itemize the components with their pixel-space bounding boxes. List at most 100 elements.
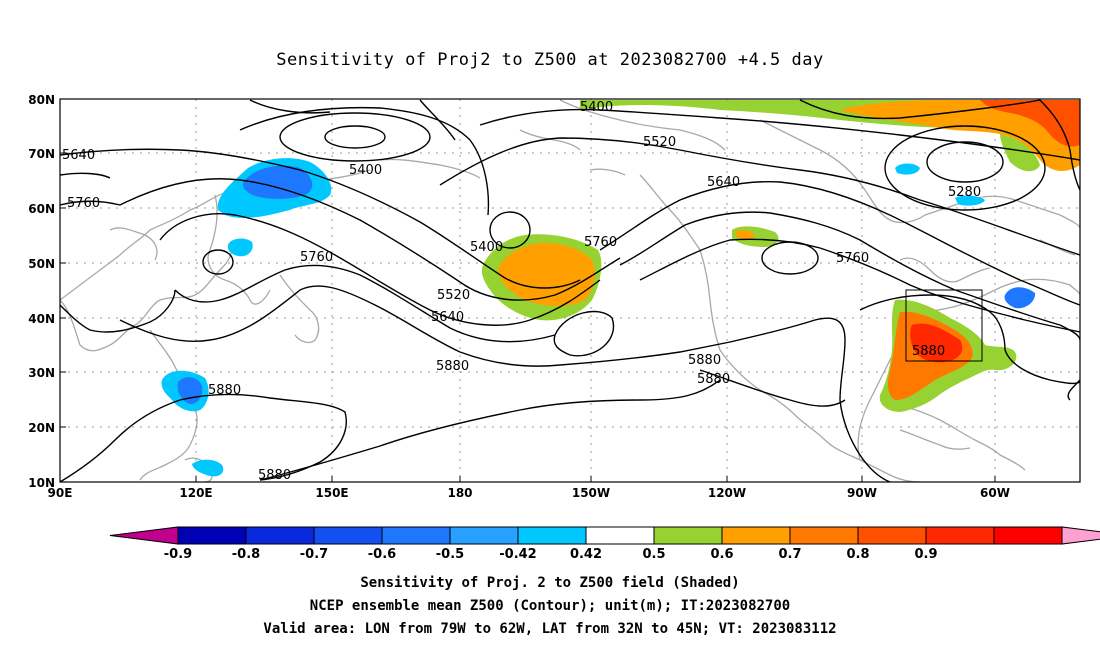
colorbar-label: 0.8: [846, 547, 869, 562]
lon-axis: 90E 120E 150E 180 150W 120W 90W 60W: [48, 476, 1010, 500]
colorbar-label: 0.9: [914, 547, 937, 562]
colorbar-box: [925, 526, 995, 545]
colorbar-label: -0.5: [436, 547, 464, 562]
lon-tick-label: 120W: [708, 486, 746, 500]
contour-label: 5400: [470, 240, 503, 255]
colorbar-box: [517, 526, 587, 545]
shaded-positive-region: [980, 100, 1080, 147]
colorbar-label: 0.7: [778, 547, 801, 562]
caption-shaded: Sensitivity of Proj. 2 to Z500 field (Sh…: [360, 575, 740, 591]
contour-label: 5880: [912, 344, 945, 359]
contour-line: [60, 148, 581, 289]
contour-line: [859, 294, 1080, 385]
contour-line: [729, 317, 891, 482]
lon-tick-label: 60W: [980, 486, 1010, 500]
contour-label: 5760: [300, 250, 333, 265]
lat-tick-label: 40N: [28, 312, 55, 326]
colorbar-end-cap: [1061, 526, 1100, 545]
contour-labels: 5400 5520 5640 5280 5640 5760 5400 5760 …: [62, 100, 981, 483]
shaded-negative-region: [243, 165, 313, 199]
contour-label: 5760: [584, 235, 617, 250]
contour-line: [60, 172, 111, 179]
contour-line: [1067, 379, 1080, 401]
map-frame: [59, 98, 1081, 483]
contour-label: 5880: [436, 359, 469, 374]
lat-tick-label: 10N: [28, 476, 55, 490]
valid-area-box: [905, 289, 983, 362]
colorbar-box: [245, 526, 315, 545]
lon-tick-label: 120E: [179, 486, 212, 500]
contour-line: [174, 264, 556, 343]
colorbar-box: [313, 526, 383, 545]
shaded-positive-region: [910, 323, 963, 363]
colorbar-box: [177, 526, 247, 545]
colorbar-label: 0.42: [570, 547, 602, 562]
contour-line: [60, 289, 176, 333]
contour-label: 5640: [707, 175, 740, 190]
contour-line: [324, 125, 386, 149]
lat-tick-label: 60N: [28, 202, 55, 216]
contour-label: 5400: [349, 163, 382, 178]
contour-line: [639, 238, 1080, 333]
shaded-sensitivity: [161, 100, 1080, 477]
shaded-negative-region: [227, 238, 253, 257]
contour-line: [599, 180, 1080, 306]
contour-line: [60, 200, 121, 206]
lon-tick-label: 90W: [847, 486, 877, 500]
contour-label: 5880: [208, 383, 241, 398]
z500-contours: [60, 99, 1080, 482]
contour-line: [619, 211, 1080, 341]
map-plot-area: 5400 5520 5640 5280 5640 5760 5400 5760 …: [60, 99, 1080, 483]
contour-line: [479, 108, 1080, 161]
contour-line: [119, 178, 621, 301]
contour-label: 5280: [948, 185, 981, 200]
caption-contour: NCEP ensemble mean Z500 (Contour); unit(…: [309, 598, 791, 614]
lon-tick-label: 150E: [315, 486, 348, 500]
colorbar: -0.9 -0.8 -0.7 -0.6 -0.5 -0.42 0.42 0.5 0.6 0.7 0.…: [109, 526, 1100, 562]
contour-line: [119, 285, 561, 367]
contour-label: 5760: [67, 196, 100, 211]
colorbar-box: [585, 526, 655, 545]
contour-line: [884, 125, 1046, 211]
caption-valid-area: Valid area: LON from 79W to 62W, LAT fro…: [263, 621, 837, 637]
contour-line: [1039, 99, 1080, 191]
shaded-positive-region: [498, 242, 595, 306]
contour-line: [239, 106, 490, 216]
colorbar-box: [449, 526, 519, 545]
contour-label: 5760: [836, 251, 869, 266]
contour-line: [559, 341, 731, 366]
lat-tick-label: 50N: [28, 257, 55, 271]
contour-line: [279, 112, 431, 162]
contour-label: 5880: [697, 372, 730, 387]
lat-tick-label: 30N: [28, 366, 55, 380]
contour-line: [60, 393, 347, 482]
shaded-negative-region: [955, 195, 985, 206]
contour-label: 5880: [258, 468, 291, 483]
lat-tick-label: 70N: [28, 147, 55, 161]
colorbar-box: [789, 526, 859, 545]
lat-tick-label: 20N: [28, 421, 55, 435]
contour-label: 5640: [62, 148, 95, 163]
lat-axis: 80N 70N 60N 50N 40N 30N 20N 10N: [28, 93, 66, 490]
colorbar-box: [721, 526, 791, 545]
colorbar-end-cap: [109, 526, 179, 545]
contour-line: [259, 379, 721, 481]
colorbar-box: [381, 526, 451, 545]
contour-label: 5400: [580, 100, 613, 115]
colorbar-label: 0.5: [642, 547, 665, 562]
shaded-negative-region: [895, 163, 920, 175]
shaded-positive-region: [735, 229, 755, 240]
lon-tick-label: 150W: [572, 486, 610, 500]
contour-line: [926, 141, 1004, 183]
map-title: Sensitivity of Proj2 to Z500 at 20230827…: [276, 50, 824, 70]
colorbar-box: [857, 526, 927, 545]
contour-line: [553, 310, 615, 357]
contour-line: [249, 99, 331, 114]
lon-tick-label: 90E: [48, 486, 73, 500]
shaded-negative-region: [1004, 287, 1036, 309]
contour-label: 5520: [437, 288, 470, 303]
colorbar-label: -0.6: [368, 547, 396, 562]
shaded-positive-region: [1000, 134, 1040, 172]
colorbar-label: -0.7: [300, 547, 328, 562]
